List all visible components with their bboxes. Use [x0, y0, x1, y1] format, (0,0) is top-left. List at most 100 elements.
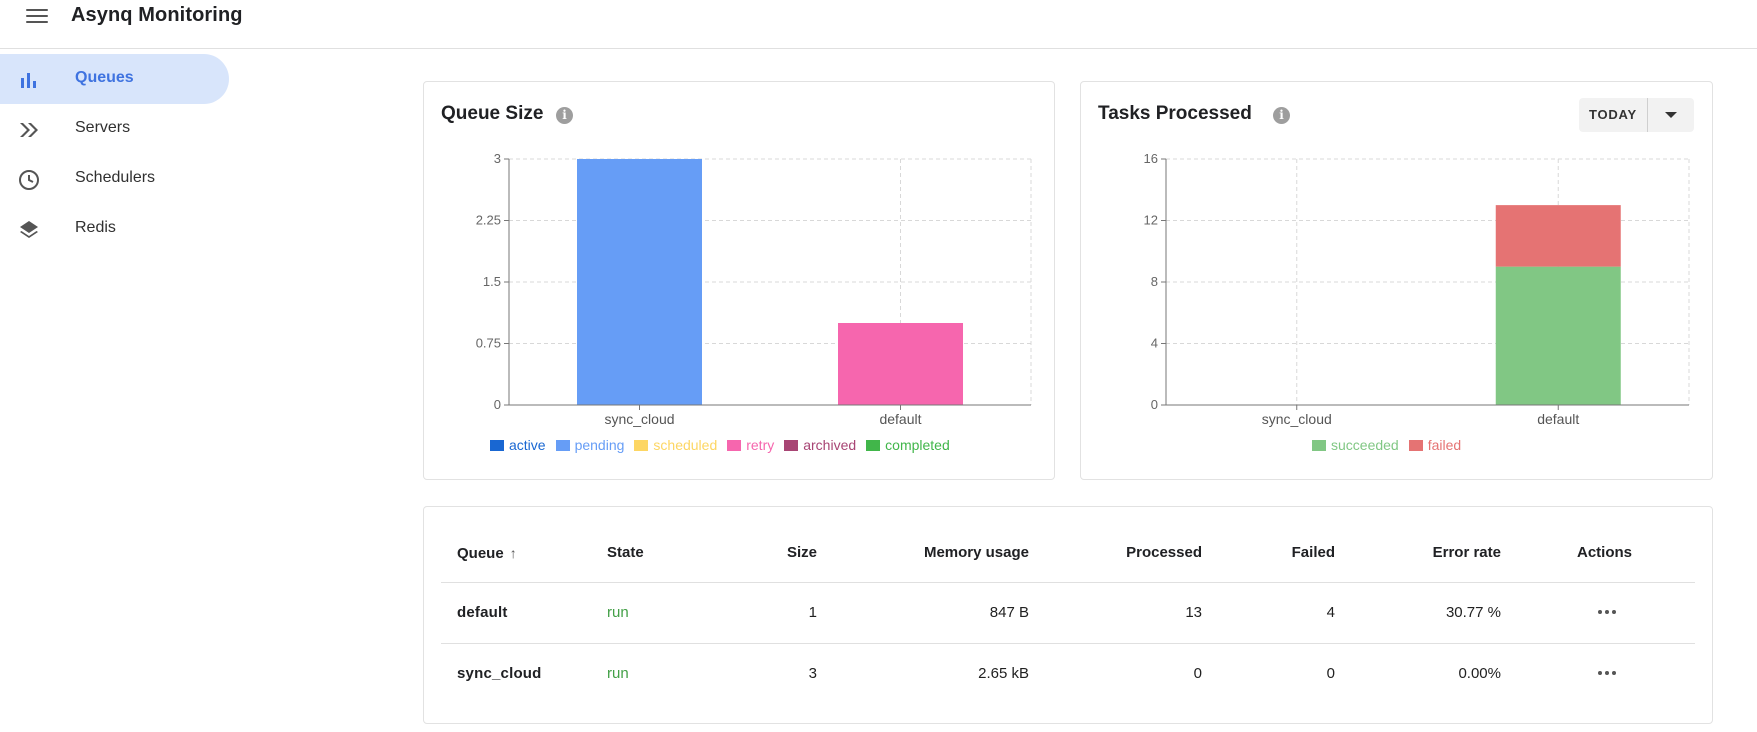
column-header-size: Size [786, 544, 817, 561]
legend-label: archived [803, 437, 857, 453]
failed-cell: 4 [1326, 604, 1335, 621]
state-cell: run [607, 604, 629, 621]
info-icon[interactable]: i [556, 107, 573, 124]
column-header-memory: Memory usage [923, 544, 1029, 561]
more-horizontal-icon[interactable] [1598, 610, 1616, 614]
queues-table-card [423, 506, 1713, 724]
legend-swatch [784, 439, 799, 451]
queue-size-card [423, 81, 1055, 480]
error-rate-cell: 0.00% [1458, 665, 1501, 682]
legend-swatch [634, 439, 649, 451]
sidebar-item-label: Schedulers [75, 169, 156, 186]
column-header-error-rate: Error rate [1432, 544, 1501, 561]
legend-item-failed[interactable]: failed [1408, 437, 1462, 453]
legend-swatch [1312, 439, 1326, 451]
table-header: Queue ↑ State Size Memory usage Processed… [441, 523, 1695, 583]
legend-label: failed [1427, 437, 1462, 453]
legend-swatch [866, 439, 881, 451]
legend-swatch [490, 439, 504, 451]
legend-item-succeeded[interactable]: succeeded [1312, 437, 1399, 453]
sidebar-item-label: Redis [75, 219, 116, 236]
column-header-processed: Processed [1126, 544, 1202, 561]
size-cell: 3 [808, 665, 817, 682]
sidebar-item-redis[interactable]: Redis [0, 204, 229, 254]
sidebar: Queues Servers Schedulers Redis [0, 54, 230, 254]
sidebar-item-label: Servers [75, 119, 131, 136]
size-cell: 1 [808, 604, 817, 621]
bar-pending[interactable] [577, 159, 702, 405]
bar-chart-icon [21, 73, 36, 88]
queue-size-chart: 0 0.75 1.5 2.25 3 sync_cloud default [476, 151, 1032, 427]
table-row[interactable]: default run 1 847 B 13 4 30.77 % [441, 582, 1695, 643]
y-tick-label: 2.25 [476, 213, 501, 228]
bar-failed[interactable] [1495, 205, 1621, 267]
x-tick-label: sync_cloud [1262, 411, 1332, 427]
more-horizontal-icon[interactable] [1598, 671, 1616, 675]
double-chevron-icon [20, 123, 38, 137]
sidebar-item-queues[interactable]: Queues [0, 54, 229, 104]
legend-item-scheduled[interactable]: scheduled [634, 437, 717, 453]
column-header-failed: Failed [1291, 544, 1335, 561]
queue-size-legend: active pending scheduled retry archived compl… [490, 437, 950, 453]
tasks-processed-chart: 0 4 8 12 16 sync_cloud default [1144, 151, 1690, 427]
y-tick-label: 8 [1151, 274, 1158, 289]
app-title: Asynq Monitoring [71, 4, 243, 26]
legend-item-completed[interactable]: completed [866, 437, 950, 453]
failed-cell: 0 [1326, 665, 1335, 682]
legend-swatch [727, 439, 742, 451]
legend-label: succeeded [1331, 437, 1399, 453]
bar-retry[interactable] [838, 323, 963, 405]
date-range-dropdown[interactable] [1648, 98, 1694, 132]
y-tick-label: 12 [1144, 213, 1158, 228]
error-rate-cell: 30.77 % [1445, 604, 1501, 621]
caret-down-icon [1665, 112, 1677, 118]
queue-name-link[interactable]: default [457, 604, 508, 621]
clock-icon [19, 170, 39, 190]
tasks-processed-legend: succeeded failed [1312, 437, 1461, 453]
y-tick-label: 0 [1151, 397, 1158, 412]
column-header-queue[interactable]: Queue ↑ [457, 523, 517, 584]
legend-label: scheduled [653, 437, 718, 453]
processed-cell: 13 [1185, 604, 1202, 621]
x-tick-label: default [1537, 411, 1579, 427]
y-tick-label: 0.75 [476, 336, 501, 351]
info-icon[interactable]: i [1273, 107, 1290, 124]
y-tick-label: 1.5 [483, 274, 501, 289]
y-tick-label: 0 [494, 397, 501, 412]
x-tick-label: sync_cloud [604, 411, 674, 427]
bar-succeeded[interactable] [1495, 266, 1621, 405]
column-header-actions: Actions [1577, 544, 1633, 561]
sidebar-item-servers[interactable]: Servers [0, 104, 229, 154]
date-range-button[interactable]: TODAY [1579, 98, 1694, 132]
legend-label: retry [746, 437, 775, 453]
legend-swatch [555, 439, 570, 451]
queue-name-link[interactable]: sync_cloud [457, 665, 542, 682]
legend-item-archived[interactable]: archived [784, 437, 856, 453]
sidebar-item-schedulers[interactable]: Schedulers [0, 154, 229, 204]
sidebar-item-label: Queues [75, 69, 134, 86]
legend-label: completed [885, 437, 950, 453]
memory-cell: 847 B [989, 604, 1029, 621]
layers-icon [20, 221, 38, 238]
menu-icon[interactable] [26, 6, 48, 24]
date-range-label[interactable]: TODAY [1579, 98, 1648, 132]
app-bar: Asynq Monitoring [0, 0, 1757, 49]
legend-label: pending [574, 437, 625, 453]
y-tick-label: 4 [1151, 336, 1158, 351]
x-tick-label: default [879, 411, 921, 427]
legend-swatch [1408, 439, 1423, 451]
column-header-state: State [607, 544, 644, 561]
memory-cell: 2.65 kB [978, 665, 1029, 682]
processed-cell: 0 [1193, 665, 1202, 682]
legend-item-pending[interactable]: pending [555, 437, 625, 453]
y-tick-label: 16 [1144, 151, 1158, 166]
y-tick-label: 3 [494, 151, 501, 166]
table-row[interactable]: sync_cloud run 3 2.65 kB 0 0 0.00% [441, 643, 1695, 704]
legend-label: active [509, 437, 546, 453]
queue-size-title: Queue Size [441, 103, 544, 124]
arrow-up-icon[interactable]: ↑ [509, 545, 517, 561]
legend-item-active[interactable]: active [490, 437, 546, 453]
legend-item-retry[interactable]: retry [727, 437, 774, 453]
tasks-processed-title: Tasks Processed [1098, 103, 1252, 124]
state-cell: run [607, 665, 629, 682]
